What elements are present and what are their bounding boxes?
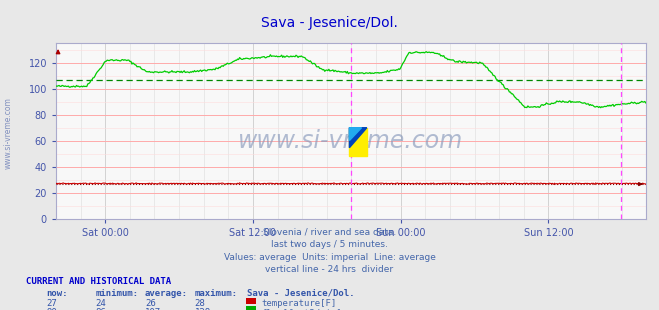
- Text: average:: average:: [145, 289, 188, 298]
- Text: 128: 128: [194, 308, 210, 310]
- Text: 86: 86: [96, 308, 106, 310]
- Text: Slovenia / river and sea data.: Slovenia / river and sea data.: [263, 228, 396, 237]
- Text: flow[foot3/min]: flow[foot3/min]: [261, 308, 341, 310]
- Text: Values: average  Units: imperial  Line: average: Values: average Units: imperial Line: av…: [223, 253, 436, 262]
- Polygon shape: [349, 128, 362, 140]
- Text: 90: 90: [46, 308, 57, 310]
- Text: now:: now:: [46, 289, 68, 298]
- Polygon shape: [349, 128, 367, 148]
- Text: 107: 107: [145, 308, 161, 310]
- Text: Sava - Jesenice/Dol.: Sava - Jesenice/Dol.: [247, 289, 355, 298]
- Text: www.si-vreme.com: www.si-vreme.com: [239, 130, 463, 153]
- Text: www.si-vreme.com: www.si-vreme.com: [4, 97, 13, 169]
- Text: last two days / 5 minutes.: last two days / 5 minutes.: [271, 240, 388, 249]
- Text: maximum:: maximum:: [194, 289, 237, 298]
- Text: Sava - Jesenice/Dol.: Sava - Jesenice/Dol.: [261, 16, 398, 30]
- Bar: [349, 128, 367, 156]
- Text: 24: 24: [96, 299, 106, 308]
- Text: minimum:: minimum:: [96, 289, 138, 298]
- Text: vertical line - 24 hrs  divider: vertical line - 24 hrs divider: [266, 265, 393, 274]
- Text: 27: 27: [46, 299, 57, 308]
- Text: temperature[F]: temperature[F]: [261, 299, 336, 308]
- Text: 28: 28: [194, 299, 205, 308]
- Text: 26: 26: [145, 299, 156, 308]
- Text: CURRENT AND HISTORICAL DATA: CURRENT AND HISTORICAL DATA: [26, 277, 171, 286]
